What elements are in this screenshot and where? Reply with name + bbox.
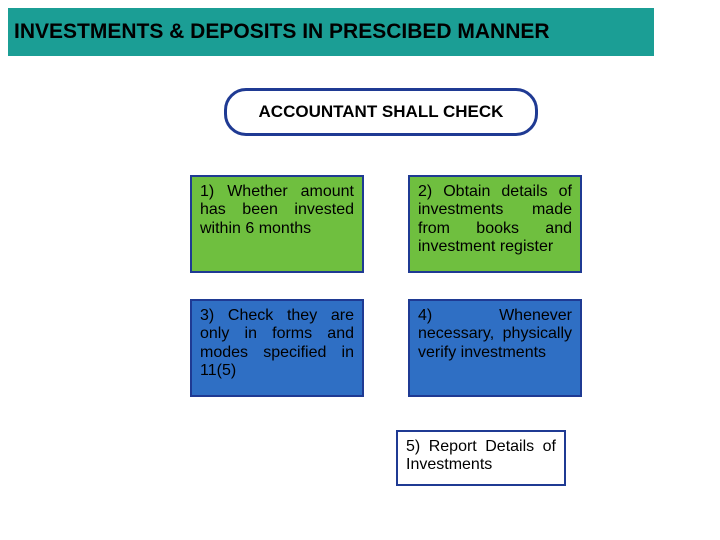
subtitle-box: ACCOUNTANT SHALL CHECK: [224, 88, 538, 136]
page-title-text: INVESTMENTS & DEPOSITS IN PRESCIBED MANN…: [14, 20, 550, 44]
check-cell-4: 4) Whenever necessary, physically verify…: [408, 299, 582, 397]
check-cell-1: 1) Whether amount has been invested with…: [190, 175, 364, 273]
check-cell-3-text: 3) Check they are only in forms and mode…: [200, 307, 354, 379]
check-cell-3: 3) Check they are only in forms and mode…: [190, 299, 364, 397]
check-grid: 1) Whether amount has been invested with…: [190, 175, 582, 397]
subtitle-text: ACCOUNTANT SHALL CHECK: [259, 102, 504, 122]
report-box-text: 5) Report Details of Investments: [406, 438, 556, 473]
check-cell-2-text: 2) Obtain details of investments made fr…: [418, 183, 572, 255]
report-box: 5) Report Details of Investments: [396, 430, 566, 486]
check-cell-2: 2) Obtain details of investments made fr…: [408, 175, 582, 273]
page-title-bar: INVESTMENTS & DEPOSITS IN PRESCIBED MANN…: [8, 8, 654, 56]
check-cell-4-text: 4) Whenever necessary, physically verify…: [418, 307, 572, 361]
check-cell-1-text: 1) Whether amount has been invested with…: [200, 183, 354, 237]
